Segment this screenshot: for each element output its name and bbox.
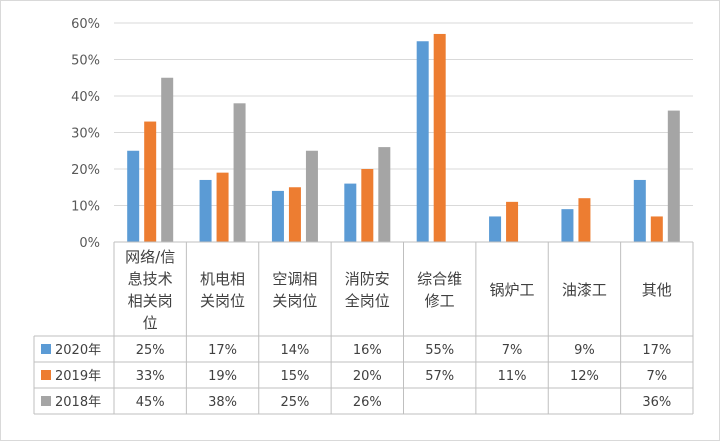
y-tick-label: 40% <box>71 90 100 105</box>
data-label: 14% <box>280 343 309 358</box>
category-label: 空调相 <box>272 270 317 288</box>
bar <box>271 190 284 242</box>
data-label: 16% <box>353 343 382 358</box>
data-label: 36% <box>642 395 671 410</box>
y-tick-label: 10% <box>71 200 100 215</box>
legend-label: 2019年 <box>55 369 101 384</box>
y-axis-ticks: 0% 10% 20% 30% 40% 50% 60% <box>71 17 100 251</box>
bar <box>127 150 140 242</box>
legend-label: 2018年 <box>55 395 101 410</box>
y-tick-label: 20% <box>71 163 100 178</box>
category-label: 息技术 <box>128 270 173 288</box>
data-label: 33% <box>136 369 165 384</box>
category-label: 油漆工 <box>562 281 607 299</box>
category-label: 消防安 <box>345 270 390 288</box>
bar <box>305 150 318 242</box>
legend-label: 2020年 <box>55 343 101 358</box>
y-tick-label: 0% <box>79 236 100 251</box>
y-tick-label: 30% <box>71 127 100 142</box>
data-label: 11% <box>498 369 527 384</box>
legend-swatch <box>41 396 51 406</box>
bar <box>633 179 646 242</box>
data-label: 57% <box>425 369 454 384</box>
data-label: 17% <box>642 343 671 358</box>
data-label: 38% <box>208 395 237 410</box>
bar <box>378 147 391 242</box>
bar <box>144 121 157 242</box>
data-label: 26% <box>353 395 382 410</box>
category-label: 综合维 <box>417 270 462 288</box>
bar <box>199 179 212 242</box>
bar <box>578 198 591 242</box>
data-label: 15% <box>280 369 309 384</box>
bar <box>361 169 374 242</box>
data-label: 7% <box>647 369 668 384</box>
category-label: 其他 <box>642 281 672 299</box>
bar <box>344 183 357 242</box>
data-label: 9% <box>574 343 595 358</box>
bar <box>561 209 574 242</box>
bar <box>216 172 229 242</box>
bar <box>288 187 301 242</box>
category-label: 全岗位 <box>345 292 390 310</box>
category-label: 关岗位 <box>272 292 317 310</box>
data-label: 19% <box>208 369 237 384</box>
bar <box>416 41 429 242</box>
data-label: 17% <box>208 343 237 358</box>
legend-swatch <box>41 370 51 380</box>
category-label: 网络/信 <box>125 248 175 266</box>
data-label: 45% <box>136 395 165 410</box>
category-label: 机电相 <box>200 270 245 288</box>
category-label: 锅炉工 <box>490 281 535 299</box>
data-label: 7% <box>502 343 523 358</box>
data-label: 55% <box>425 343 454 358</box>
category-label: 相关岗 <box>128 292 173 310</box>
bar <box>161 77 174 242</box>
data-label: 20% <box>353 369 382 384</box>
bar <box>667 110 680 242</box>
legend-swatch <box>41 344 51 354</box>
bar <box>433 33 446 243</box>
bar <box>650 216 663 242</box>
data-label: 25% <box>136 343 165 358</box>
category-label: 关岗位 <box>200 292 245 310</box>
data-label: 12% <box>570 369 599 384</box>
bar <box>233 103 246 242</box>
y-tick-label: 50% <box>71 54 100 69</box>
category-label: 修工 <box>425 292 455 310</box>
bar <box>506 201 519 242</box>
category-label: 位 <box>143 314 158 332</box>
data-label: 25% <box>280 395 309 410</box>
bar <box>489 216 502 242</box>
bars <box>127 33 680 243</box>
y-tick-label: 60% <box>71 17 100 32</box>
